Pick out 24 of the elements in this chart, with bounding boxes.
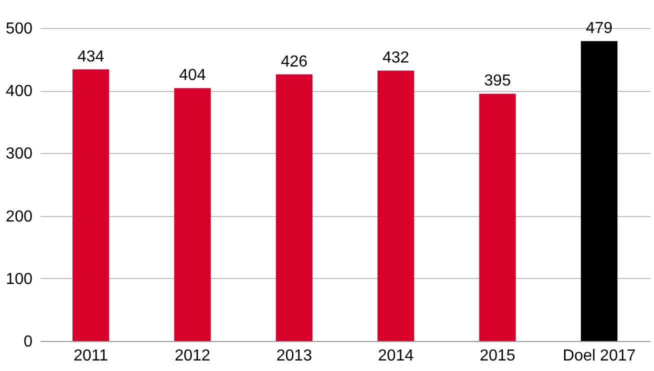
data-label: 434 <box>77 48 104 66</box>
x-tick-label: 2011 <box>74 348 108 364</box>
bar <box>72 69 110 341</box>
x-tick-label: 2013 <box>276 348 312 364</box>
bar <box>174 88 211 341</box>
y-tick-label: 100 <box>6 270 33 288</box>
data-label: 404 <box>179 67 206 84</box>
x-tick-label: 2015 <box>480 348 516 364</box>
data-label: 479 <box>586 20 613 38</box>
y-tick-label: 0 <box>24 334 33 350</box>
x-tick-label: Doel 2017 <box>562 348 636 364</box>
data-label: 395 <box>484 72 511 90</box>
x-tick-label: 2014 <box>378 348 414 364</box>
bar <box>580 41 618 341</box>
bar <box>276 74 312 341</box>
data-label: 432 <box>382 50 410 67</box>
y-tick-label: 200 <box>6 208 33 226</box>
y-tick-label: 500 <box>6 20 33 38</box>
bar <box>479 94 516 341</box>
bar <box>378 70 414 341</box>
y-tick-label: 400 <box>6 83 33 100</box>
y-tick-label: 300 <box>6 146 33 163</box>
x-tick-label: 2012 <box>174 348 210 364</box>
data-label: 426 <box>280 53 308 70</box>
